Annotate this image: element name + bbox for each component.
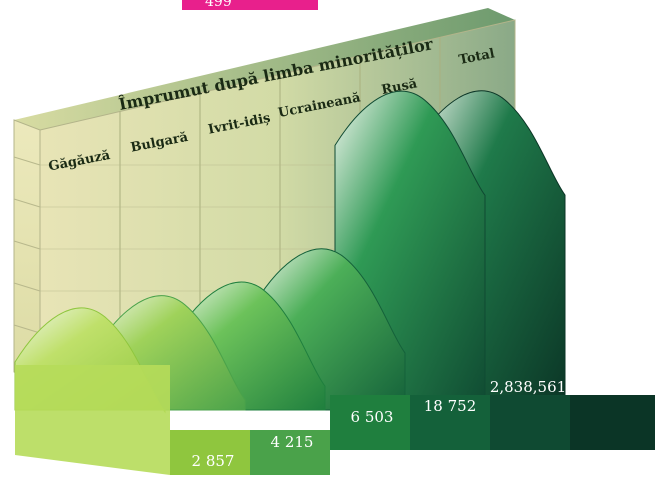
floor-segment <box>410 395 490 450</box>
category-label: Total <box>458 46 496 68</box>
floor-segment <box>570 395 655 450</box>
value-label: 2,838,561 <box>490 378 566 396</box>
top-badge: 499 <box>182 0 318 10</box>
floor-segment <box>490 395 570 450</box>
floor-segment <box>250 430 330 475</box>
wall-row-line <box>13 198 41 208</box>
value-label: 18 752 <box>424 397 477 415</box>
value-label: 2,870,888 <box>569 368 645 386</box>
floor-left <box>15 365 170 475</box>
floor-segment <box>170 430 250 475</box>
floor-band <box>15 365 655 475</box>
series-ribbons <box>14 90 566 414</box>
wall-row-line <box>13 240 41 250</box>
top-badge-box <box>182 0 318 10</box>
floor-segment <box>330 395 410 450</box>
value-label: 2 857 <box>192 452 235 470</box>
wall-row-line <box>13 156 41 166</box>
value-label: 6 503 <box>351 408 394 426</box>
wall-row-line <box>13 324 41 334</box>
value-label: 4 215 <box>271 433 314 451</box>
wall-top-edge <box>14 8 515 130</box>
wall-row-line <box>13 282 41 292</box>
top-badge-text: 499 <box>205 0 232 10</box>
